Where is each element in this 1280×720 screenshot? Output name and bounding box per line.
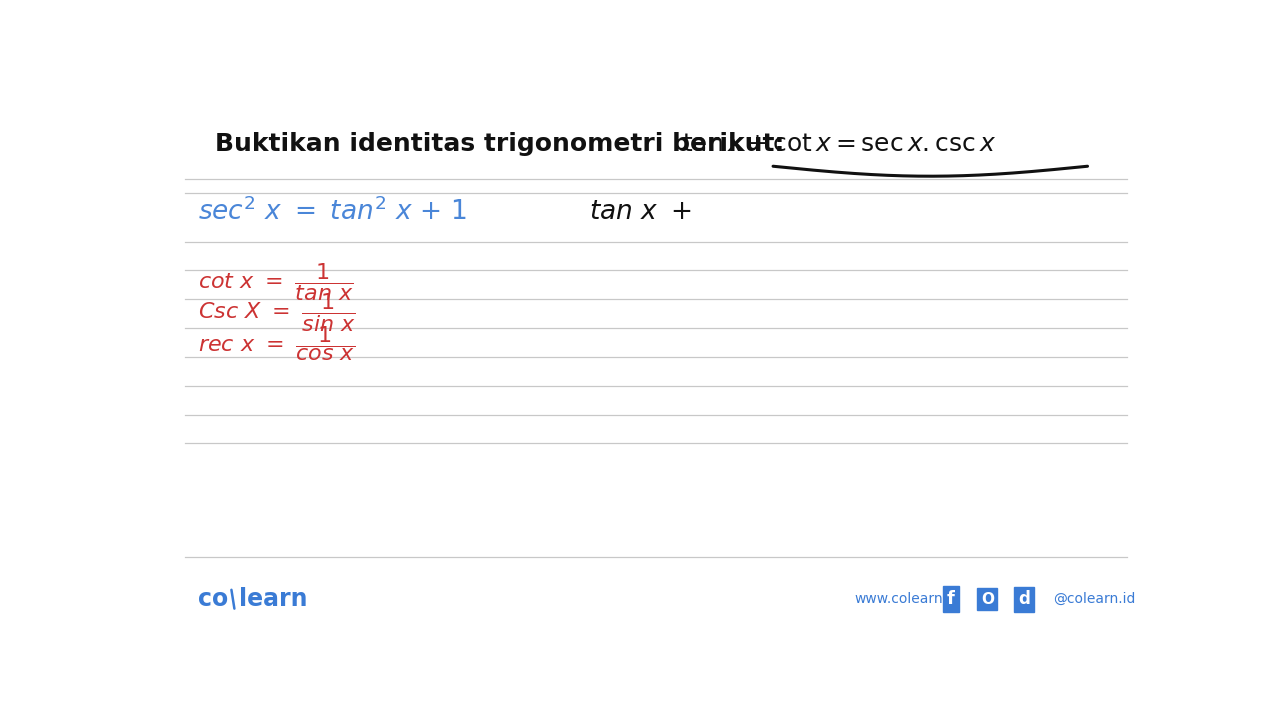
Text: @colearn.id: @colearn.id	[1053, 593, 1135, 606]
Text: $\mathit{sec}^2\ \mathit{x}\ \mathit{=}\ \mathit{tan}^2\ \mathit{x}\ \mathit{+}\: $\mathit{sec}^2\ \mathit{x}\ \mathit{=}\…	[197, 198, 466, 227]
Text: learn: learn	[239, 588, 308, 611]
Text: www.colearn.id: www.colearn.id	[855, 593, 960, 606]
Text: O: O	[980, 592, 993, 607]
Text: f: f	[947, 590, 955, 608]
Text: $\mathit{rec}\ \mathit{x}\ =\ \dfrac{1}{\mathit{cos}\ x}$: $\mathit{rec}\ \mathit{x}\ =\ \dfrac{1}{…	[197, 324, 355, 363]
Text: d: d	[1018, 590, 1030, 608]
Text: Buktikan identitas trigonometri berikut:: Buktikan identitas trigonometri berikut:	[215, 132, 792, 156]
Text: co: co	[197, 588, 228, 611]
Text: $\mathit{tan}\ \mathit{x}\ +$: $\mathit{tan}\ \mathit{x}\ +$	[589, 199, 691, 225]
Text: $\tan x + \cot x = \sec x . \csc x$: $\tan x + \cot x = \sec x . \csc x$	[682, 132, 996, 156]
Text: $\mathit{cot}\ \mathit{x}\ =\ \dfrac{1}{\mathit{tan}\ x}$: $\mathit{cot}\ \mathit{x}\ =\ \dfrac{1}{…	[197, 261, 353, 302]
Text: $\mathit{Csc}\ \mathit{X}\ =\ \dfrac{1}{\mathit{sin}\ x}$: $\mathit{Csc}\ \mathit{X}\ =\ \dfrac{1}{…	[197, 291, 356, 334]
